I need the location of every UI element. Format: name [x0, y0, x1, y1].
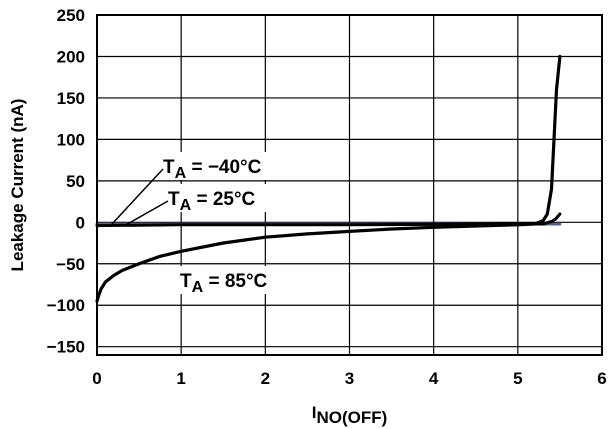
x-tick-label: 6	[597, 369, 606, 388]
annotation-text: TA = −40°C	[163, 157, 262, 182]
y-tick-label: 50	[66, 172, 85, 191]
x-tick-label: 4	[429, 369, 439, 388]
x-axis-label: INO(OFF)	[312, 403, 388, 427]
x-tick-label: 2	[261, 369, 270, 388]
annotation-text: TA = 85°C	[180, 271, 268, 296]
series-annotation: TA = 85°C	[178, 266, 281, 296]
annotation-leader-line	[111, 168, 164, 225]
y-tick-label: −150	[47, 338, 85, 357]
series-line	[95, 54, 562, 303]
grid	[97, 15, 602, 355]
series-line	[95, 212, 562, 228]
series-annotation: TA = −40°C	[111, 152, 279, 225]
plot-frame	[96, 14, 603, 356]
x-axis-label-sub: NO(OFF)	[316, 408, 387, 427]
annotation-background	[166, 184, 267, 212]
annotation-background	[161, 152, 279, 180]
x-tick-label: 1	[176, 369, 185, 388]
x-tick-label: 5	[513, 369, 522, 388]
y-axis-label: Leakage Current (nA)	[8, 99, 27, 272]
annotation-background	[178, 266, 281, 294]
y-tick-label: 0	[76, 213, 85, 232]
series-annotations: TA = −40°C TA = 25°C TA = 85°C	[111, 152, 281, 296]
y-tick-label: −50	[56, 255, 85, 274]
annotation-leader-line	[125, 200, 169, 226]
x-axis-label-main: I	[312, 403, 317, 422]
y-tick-label: 200	[57, 47, 85, 66]
series-annotation: TA = 25°C	[125, 184, 267, 226]
y-tick-label: 100	[57, 130, 85, 149]
annotation-text: TA = 25°C	[168, 189, 256, 214]
y-tick-label: 250	[57, 6, 85, 25]
y-tick-label: −100	[47, 296, 85, 315]
x-tick-label: 0	[92, 369, 101, 388]
x-tick-label: 3	[345, 369, 354, 388]
y-tick-label: 150	[57, 89, 85, 108]
series-lines	[95, 54, 562, 303]
tick-labels: 0 1 2 3 4 5 6 250 200 150 100 50 0 −50 −100 −150	[47, 6, 607, 388]
